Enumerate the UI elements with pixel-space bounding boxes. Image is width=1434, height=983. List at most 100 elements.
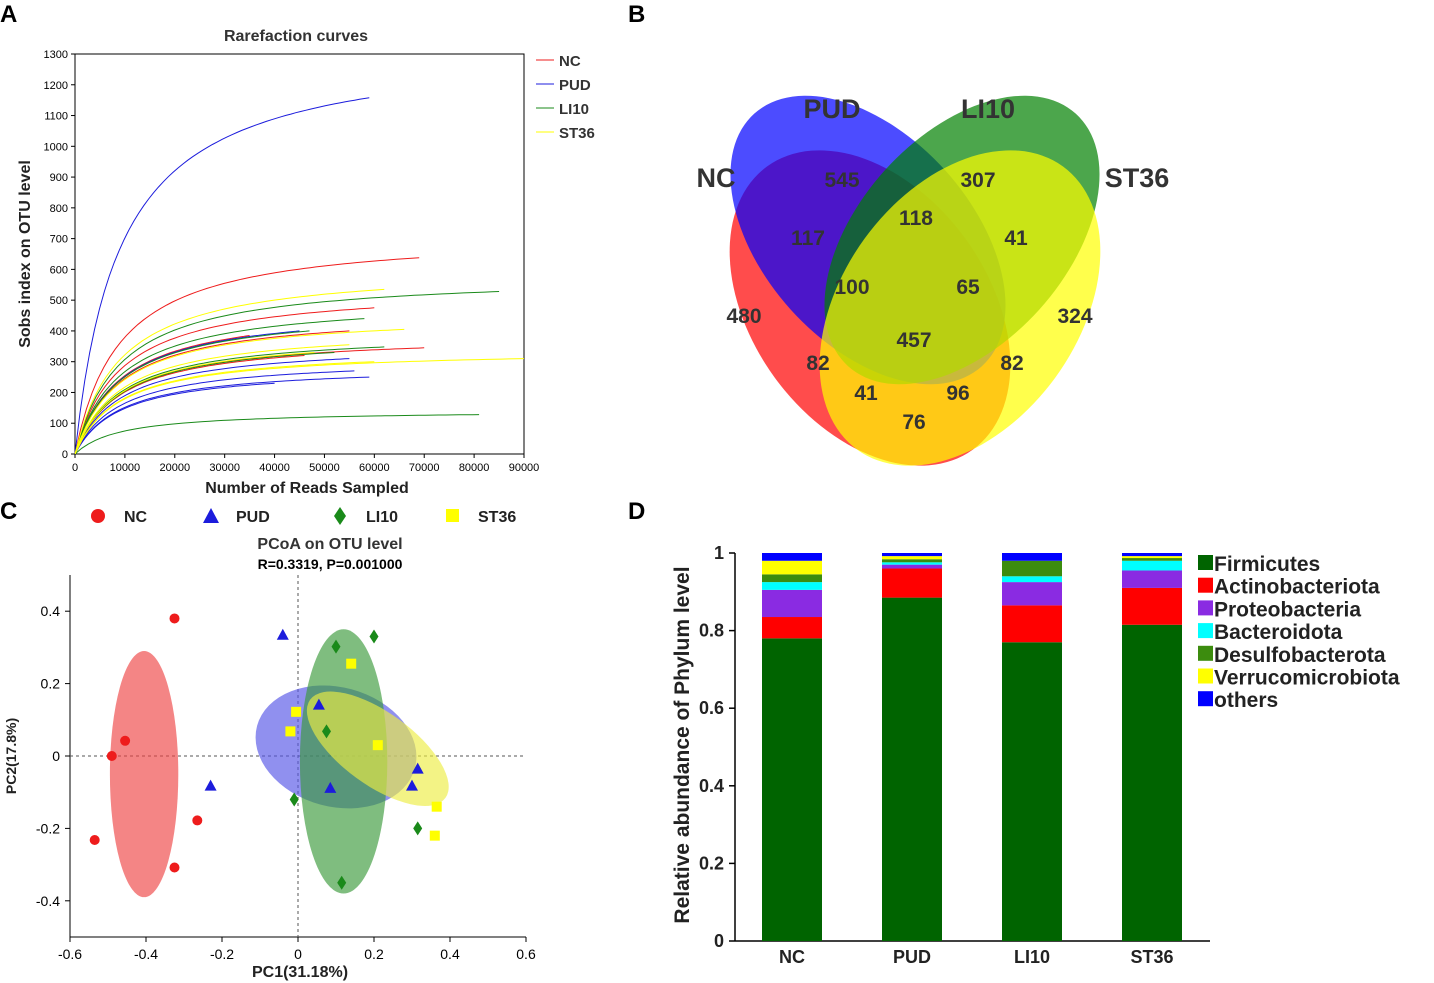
pcoa-stat: R=0.3319, P=0.001000 <box>258 556 403 572</box>
pcoa-point-pud <box>411 762 424 774</box>
pcoa-point-li10 <box>289 792 299 807</box>
rarefaction-curve-nc <box>74 330 350 455</box>
venn-count-nc-pud-li10-st36: 457 <box>896 329 931 352</box>
pcoa-point-pud <box>406 779 418 791</box>
rarefaction-title: Rarefaction curves <box>224 28 368 45</box>
bar-segment-st36-verrucomicrobiota <box>1122 556 1182 559</box>
y-tick-label: 0 <box>52 748 60 764</box>
pcoa-point-nc <box>169 613 180 624</box>
bar-segment-li10-bacteroidota <box>1002 576 1062 583</box>
pcoa-point-nc <box>106 751 117 761</box>
pcoa-point-nc <box>169 862 180 873</box>
bar-segment-pud-bacteroidota <box>882 562 942 565</box>
venn-label-nc: NC <box>697 163 736 193</box>
pcoa-y-label: PC2(17.8%) <box>3 718 19 794</box>
venn-label-li10: LI10 <box>961 94 1015 124</box>
rarefaction-curve-li10 <box>74 346 385 455</box>
bar-segment-pud-desulfobacterota <box>882 559 942 563</box>
rarefaction-plot-frame <box>74 53 525 455</box>
bar-segment-st36-desulfobacterota <box>1122 558 1182 561</box>
x-tick-label: 40000 <box>259 462 290 474</box>
panel-a-label: A <box>0 1 17 28</box>
bar-segment-st36-firmicutes <box>1122 624 1182 941</box>
pcoa-legend: NC PUD LI10 ST36 <box>91 507 516 526</box>
y-tick-label: 1000 <box>44 141 68 153</box>
rarefaction-curve-nc <box>74 257 420 455</box>
bar-segment-pud-firmicutes <box>882 597 942 941</box>
legend-label-actinobacteriota: Actinobacteriota <box>1214 576 1380 599</box>
x-tick-label: PUD <box>893 947 931 967</box>
x-tick-label: -0.4 <box>134 946 158 962</box>
legend-label-bacteroidota: Bacteroidota <box>1214 621 1343 644</box>
bar-segment-nc-firmicutes <box>762 638 822 941</box>
bar-segment-pud-others <box>882 553 942 557</box>
legend-label-verrucomicrobiota: Verrucomicrobiota <box>1214 667 1400 690</box>
venn-counts: 480 545 307 324 117 118 41 100 65 457 82 82 41 96 76 <box>726 169 1092 434</box>
pcoa-y-ticks: -0.4 -0.2 0 0.2 0.4 <box>36 603 70 909</box>
venn-set-st36 <box>819 150 1101 466</box>
rarefaction-x-label: Number of Reads Sampled <box>205 480 409 497</box>
rarefaction-curve-pud <box>74 370 355 455</box>
bar-segment-st36-actinobacteriota <box>1122 587 1182 625</box>
rarefaction-x-ticks: 0 10000 20000 30000 40000 50000 60000 70000 8000… <box>72 454 539 474</box>
venn-count-nc-pud-st36: 96 <box>946 382 969 405</box>
x-tick-label: 50000 <box>309 462 340 474</box>
bar-segment-nc-others <box>762 553 822 561</box>
y-tick-label: 400 <box>50 326 68 338</box>
rarefaction-curve-li10 <box>74 291 500 455</box>
x-tick-label: ST36 <box>1130 947 1173 967</box>
x-tick-label: 90000 <box>509 462 540 474</box>
legend-label-li10: LI10 <box>559 101 589 118</box>
pcoa-point-pud <box>324 781 337 793</box>
rarefaction-curve-pud <box>74 358 350 455</box>
bar-segment-pud-verrucomicrobiota <box>882 556 942 560</box>
x-tick-label: 0.2 <box>364 946 384 962</box>
x-tick-label: 20000 <box>159 462 190 474</box>
pcoa-point-st36 <box>285 726 296 737</box>
y-tick-label: 600 <box>50 264 68 276</box>
rarefaction-curve-st36 <box>74 352 315 455</box>
bar-segment-pud-actinobacteriota <box>882 568 942 598</box>
pcoa-point-st36 <box>431 801 442 812</box>
bar-segment-li10-desulfobacterota <box>1002 560 1062 577</box>
rarefaction-y-ticks: 0 100 200 300 400 500 600 700 800 900 1000 1100 1200… <box>44 49 75 461</box>
panel-a: A Rarefaction curves 0 100 200 300 400 500 600… <box>0 1 595 497</box>
venn-count-nc: 480 <box>726 305 761 328</box>
bar-segment-li10-proteobacteria <box>1002 582 1062 606</box>
pcoa-legend-marker-pud <box>203 508 219 523</box>
bar-segment-nc-proteobacteria <box>762 589 822 618</box>
venn-count-pud-st36: 82 <box>1000 352 1023 375</box>
rarefaction-curve-nc <box>74 355 305 455</box>
legend-label-pud: PUD <box>559 77 591 94</box>
pcoa-point-li10 <box>413 821 423 836</box>
panel-c-label: C <box>0 498 17 525</box>
rarefaction-curve-li10 <box>74 318 365 455</box>
rarefaction-curve-nc <box>74 307 375 455</box>
rarefaction-legend: NC PUD LI10 ST36 <box>536 53 595 142</box>
bar-segment-li10-others <box>1002 553 1062 561</box>
pcoa-ellipses <box>109 629 449 898</box>
x-tick-label: -0.6 <box>58 946 82 962</box>
x-tick-label: 10000 <box>110 462 141 474</box>
venn-count-nc-pud-li10: 100 <box>834 276 869 299</box>
legend-swatch-desulfobacterota <box>1198 645 1213 661</box>
x-tick-label: NC <box>779 947 805 967</box>
abundance-bars <box>762 553 1182 941</box>
pcoa-point-nc <box>192 815 203 826</box>
venn-count-pud: 545 <box>824 169 859 192</box>
rarefaction-curve-st36 <box>74 288 385 455</box>
y-tick-label: 0.2 <box>699 853 724 873</box>
pcoa-legend-label-nc: NC <box>124 509 148 526</box>
venn-count-nc-st36: 76 <box>902 411 925 434</box>
rarefaction-curve-li10 <box>74 330 310 455</box>
x-tick-label: 60000 <box>359 462 390 474</box>
abundance-legend: FirmicutesActinobacteriotaProteobacteria… <box>1198 553 1400 712</box>
pcoa-point-pud <box>276 628 289 640</box>
pcoa-title: PCoA on OTU level <box>257 536 402 553</box>
pcoa-ellipse-nc <box>109 651 179 898</box>
bar-segment-nc-bacteroidota <box>762 582 822 590</box>
bar-segment-st36-bacteroidota <box>1122 560 1182 571</box>
pcoa-point-st36 <box>372 740 383 751</box>
y-tick-label: 800 <box>50 203 68 215</box>
